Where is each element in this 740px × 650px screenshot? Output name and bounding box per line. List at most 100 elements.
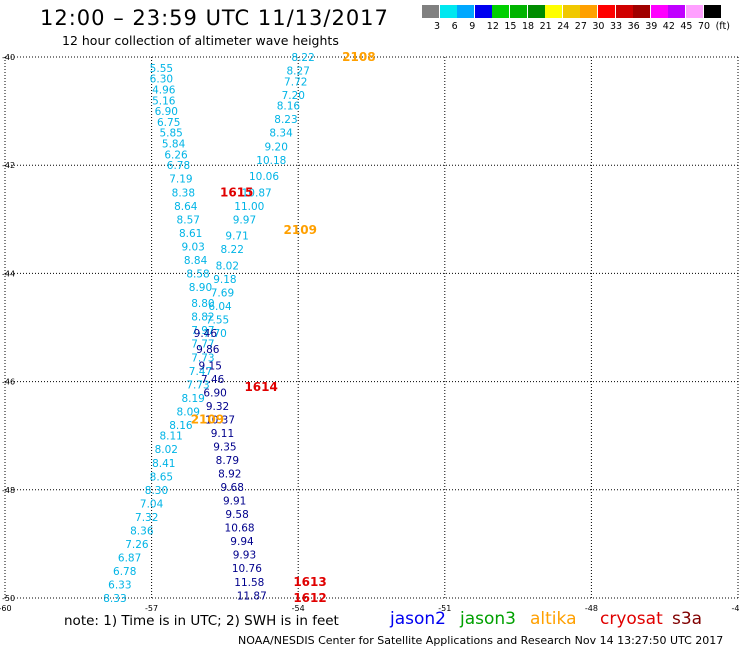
wave-height-label: 8.30 (145, 485, 168, 497)
y-tick-label: -46 (2, 378, 15, 387)
pass-label: 1614 (244, 380, 277, 394)
wave-height-label: 6.30 (150, 74, 173, 86)
y-tick-label: -48 (2, 486, 15, 495)
wave-height-label: 7.47 (189, 366, 212, 378)
color-swatch (615, 5, 633, 18)
color-swatch (457, 5, 475, 18)
wave-height-label: 9.58 (225, 509, 248, 521)
satellite-legend-item: jason3 (460, 609, 516, 629)
color-scale-label: 18 (522, 21, 535, 32)
wave-height-label: 8.33 (103, 593, 126, 605)
color-scale-label: 6 (451, 21, 458, 32)
wave-height-label: 10.68 (225, 523, 255, 535)
wave-height-label: 6.04 (208, 301, 232, 313)
wave-height-label: 9.71 (225, 231, 248, 243)
x-tick-label: -54 (292, 604, 305, 613)
wave-height-label: 9.15 (199, 360, 222, 372)
wave-height-label: 9.32 (206, 401, 229, 413)
chart-subtitle: 12 hour collection of altimeter wave hei… (62, 33, 339, 48)
wave-height-label: 8.22 (221, 244, 244, 256)
chart-title: 12:00 – 23:59 UTC 11/13/2017 (40, 6, 389, 30)
satellite-legend-item: cryosat (600, 609, 663, 629)
satellite-legend-item: jason2 (390, 609, 446, 629)
pass-label: 2109 (284, 223, 317, 237)
note-text: note: 1) Time is in UTC; 2) SWH is in fe… (64, 613, 339, 629)
color-swatch (686, 5, 703, 18)
wave-height-label: 6.78 (113, 566, 136, 578)
wave-height-label: 9.11 (211, 428, 234, 440)
wave-height-label: 6.26 (164, 149, 188, 161)
color-scale-label: (ft) (715, 21, 730, 32)
color-scale-label: 12 (486, 21, 499, 32)
wave-height-label: 11.58 (234, 577, 264, 589)
pass-label: 2108 (342, 50, 375, 64)
color-scale-label: 36 (627, 21, 640, 32)
axis-ticks: -60 -57 -54 -51 -48 -45 -40 -42 -44 -46 -48 -50 (0, 53, 740, 613)
wave-height-label: 8.23 (274, 114, 297, 126)
color-scale-label: 70 (698, 21, 711, 32)
pass-labels: 2108 1615 2109 1614 2109 1613 1612 (191, 50, 376, 605)
color-swatch (633, 5, 651, 18)
wave-height-label: 7.55 (206, 314, 229, 326)
wave-height-label: 9.46 (194, 328, 218, 340)
x-tick-label: -60 (0, 604, 12, 613)
wave-height-label: 7.26 (125, 539, 149, 551)
pass-label: 1613 (293, 575, 326, 589)
y-tick-label: -40 (2, 53, 15, 62)
wave-height-label: 8.84 (184, 255, 208, 267)
wave-height-label: 8.61 (179, 228, 202, 240)
x-tick-label: -48 (585, 604, 598, 613)
wave-height-label: 9.93 (233, 550, 256, 562)
x-tick-label: -45 (731, 604, 740, 613)
wave-height-label: 7.19 (169, 174, 192, 186)
color-swatch (439, 5, 457, 18)
pass-label: 1615 (220, 185, 253, 199)
x-tick-label: -57 (145, 604, 158, 613)
wave-height-label: 7.73 (186, 379, 209, 391)
color-scale-label: 33 (610, 21, 623, 32)
wave-height-label: 8.65 (150, 471, 173, 483)
x-tick-label: -51 (438, 604, 451, 613)
color-swatch (474, 5, 492, 18)
wave-height-label: 10.76 (232, 563, 262, 575)
wave-height-label: 10.37 (205, 414, 235, 426)
wave-height-label: 8.27 (287, 66, 310, 78)
wave-height-label: 6.90 (155, 106, 178, 118)
color-scale-label: 45 (680, 21, 693, 32)
wave-height-label: 7.72 (284, 76, 307, 88)
wave-height-label: 9.35 (213, 442, 236, 454)
pass-label: 2109 (191, 412, 224, 426)
wave-height-label: 8.36 (130, 525, 154, 537)
wave-height-label: 8.79 (216, 455, 239, 467)
wave-height-label: 11.00 (234, 201, 264, 213)
color-swatch (422, 5, 439, 18)
wave-height-label: 8.22 (291, 52, 314, 64)
wave-height-label: 5.16 (152, 95, 176, 107)
wave-height-label: 6.33 (108, 579, 131, 591)
wave-height-label: 8.09 (177, 406, 200, 418)
wave-height-label: 9.91 (223, 496, 246, 508)
color-swatch (598, 5, 615, 18)
color-swatch (510, 5, 527, 18)
wave-height-label: 5.55 (150, 63, 173, 75)
wave-height-label: 7.77 (191, 339, 214, 351)
wave-height-label: 8.57 (177, 214, 200, 226)
wave-height-label: 7.46 (201, 374, 225, 386)
wave-height-label: 9.03 (181, 241, 204, 253)
wave-height-label: 9.68 (221, 482, 244, 494)
wave-height-label: 8.11 (159, 431, 182, 443)
color-scale-label: 3 (434, 21, 441, 32)
wave-height-label: 11.87 (237, 590, 267, 602)
color-swatch (703, 5, 721, 18)
wave-height-label: 5.85 (159, 128, 182, 140)
wave-height-label: 6.75 (157, 117, 180, 129)
color-scale-label: 21 (539, 21, 552, 32)
wave-height-label: 9.94 (230, 536, 254, 548)
wave-height-label: 4.96 (152, 84, 176, 96)
wave-height-label: 9.18 (213, 274, 236, 286)
color-scale-label: 15 (504, 21, 517, 32)
color-scale-label: 42 (662, 21, 675, 32)
color-scale-label: 24 (557, 21, 570, 32)
wave-height-label: 10.06 (249, 171, 279, 183)
